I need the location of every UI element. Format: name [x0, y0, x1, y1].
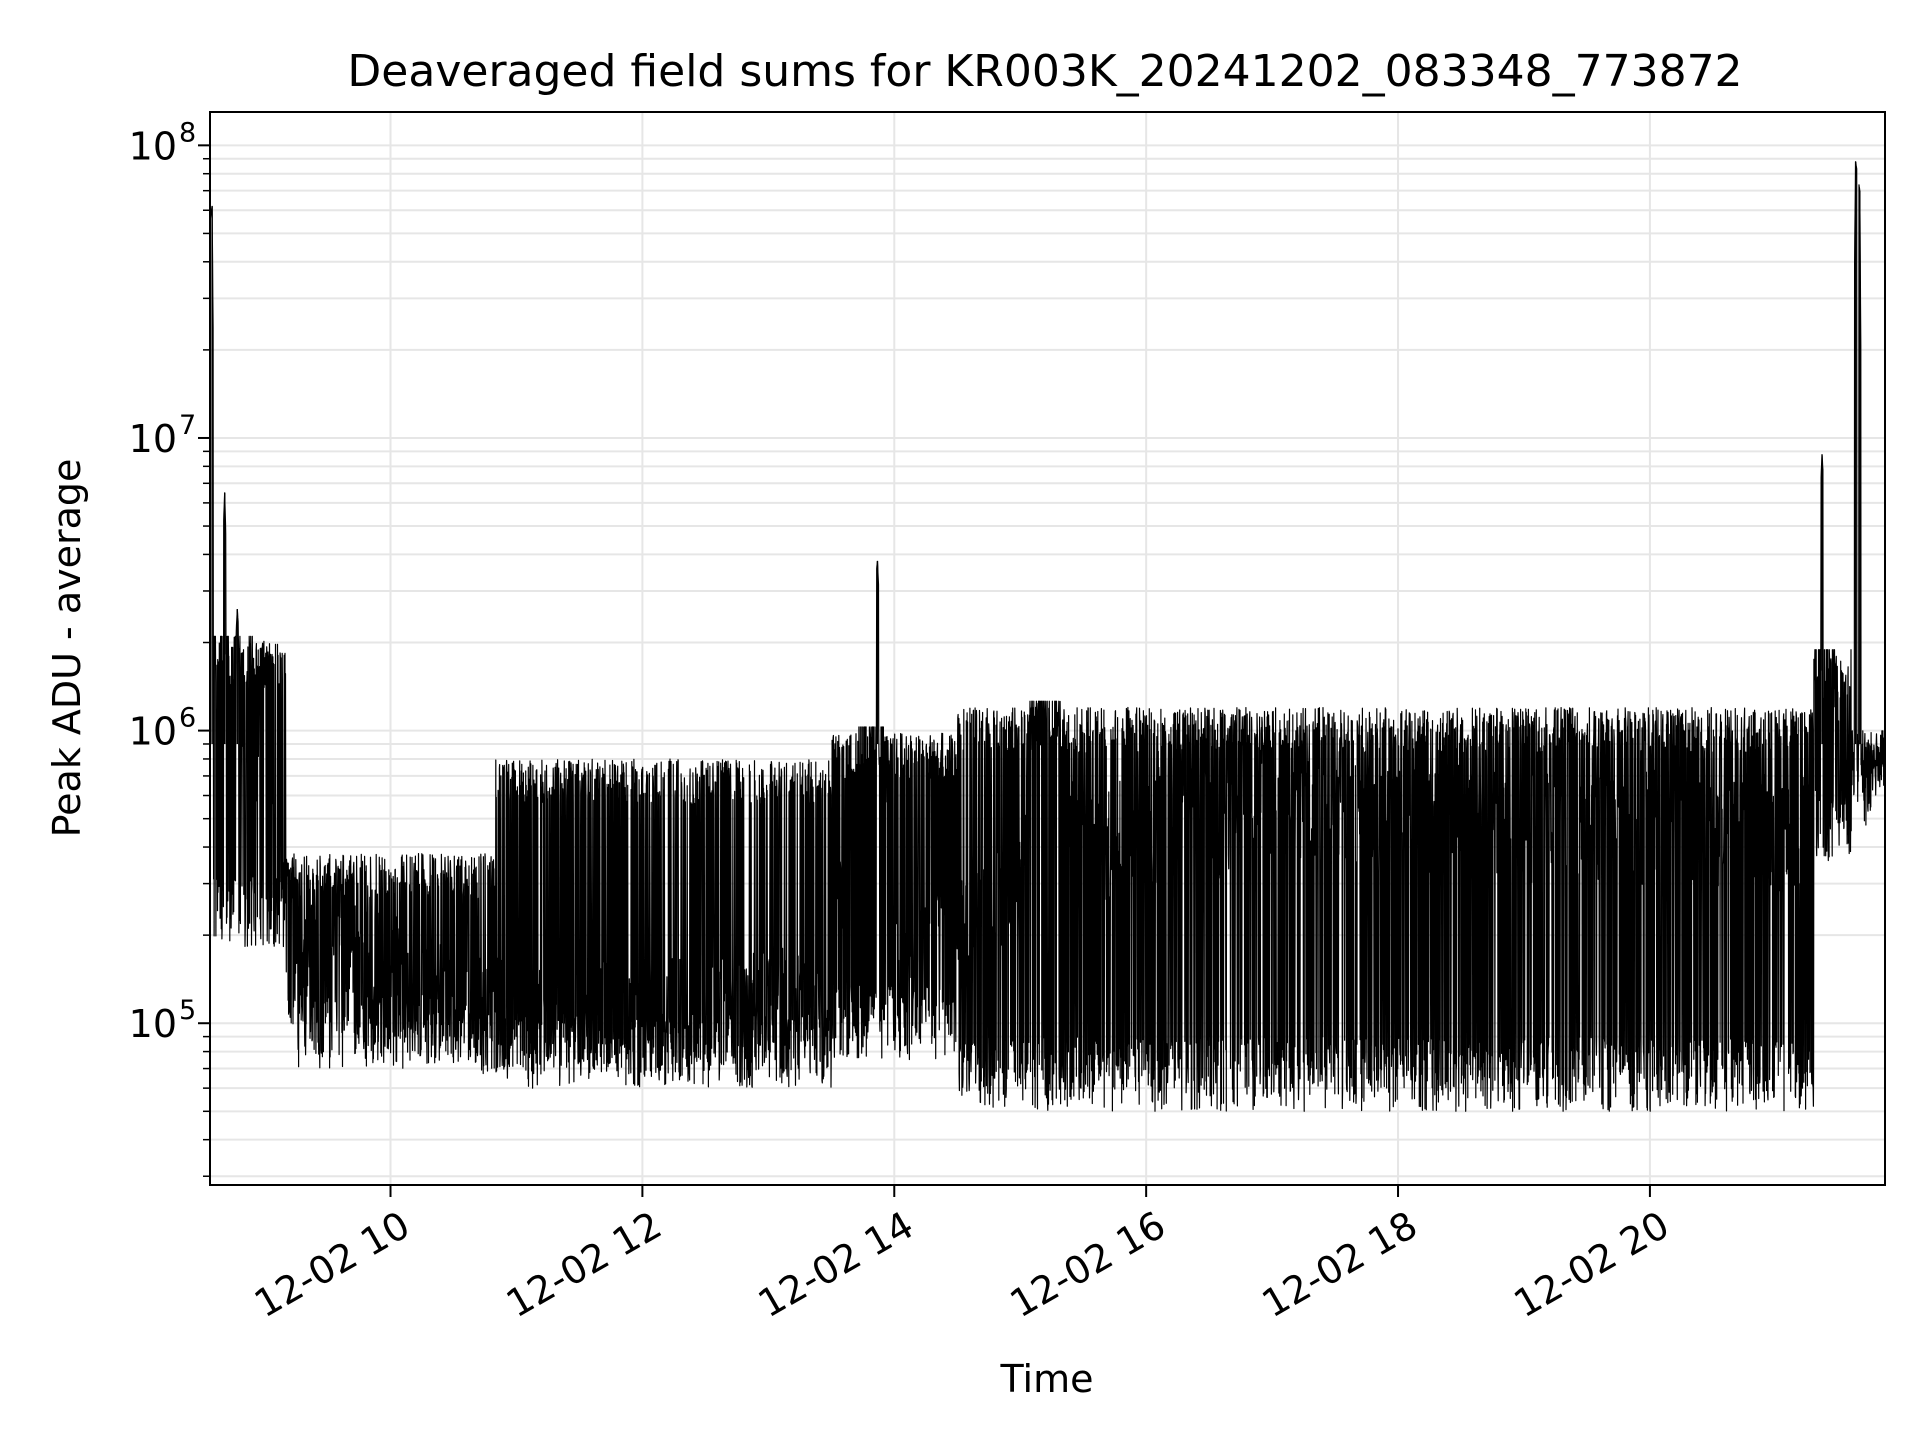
y-tick-base: 10	[129, 124, 177, 168]
series-line	[209, 161, 1886, 1112]
y-tick-base: 10	[129, 710, 177, 754]
y-tick-base: 10	[129, 1002, 177, 1046]
y-tick-label: 10 7	[129, 410, 197, 461]
x-tick-label: 12-02 20	[1506, 1203, 1676, 1327]
y-tick-exponent: 8	[179, 117, 196, 148]
y-tick-exponent: 6	[179, 703, 196, 734]
y-axis-label: Peak ADU - average	[45, 459, 89, 838]
x-tick-label: 12-02 10	[247, 1203, 417, 1327]
x-axis-ticks: 12-02 10 12-02 12 12-02 14 12-02 16 12-02 18…	[247, 1185, 1676, 1326]
x-tick-label: 12-02 12	[499, 1203, 669, 1327]
y-tick-label: 10 8	[129, 117, 197, 168]
y-tick-exponent: 7	[179, 410, 196, 441]
chart-title: Deaveraged field sums for KR003K_2024120…	[347, 46, 1742, 97]
series-layer	[209, 161, 1886, 1112]
x-axis-label: Time	[1000, 1357, 1094, 1401]
y-tick-exponent: 5	[179, 995, 196, 1026]
x-tick-label: 12-02 14	[751, 1203, 921, 1327]
y-tick-base: 10	[129, 417, 177, 461]
y-tick-label: 10 5	[129, 995, 197, 1046]
y-tick-label: 10 6	[129, 703, 197, 754]
x-tick-label: 12-02 18	[1255, 1203, 1425, 1327]
plot-frame	[209, 111, 1886, 1186]
x-tick-label: 12-02 16	[1003, 1203, 1173, 1327]
